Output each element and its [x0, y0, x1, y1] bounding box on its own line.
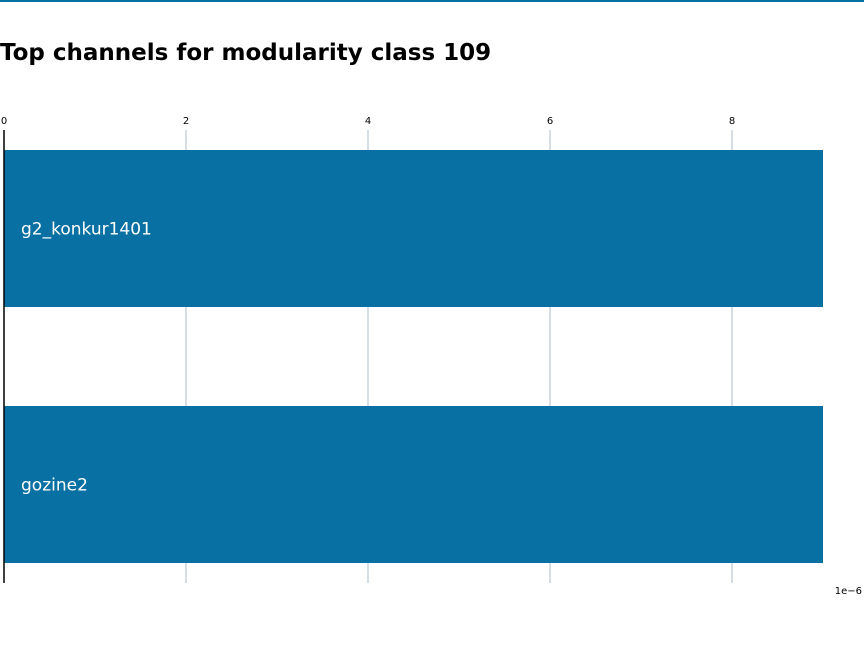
bars: [4, 150, 823, 563]
x-tick-label: 0: [1, 116, 7, 127]
bar-labels: g2_konkur1401 gozine2: [21, 220, 152, 496]
x-tick-labels: 0 2 4 6 8: [1, 116, 735, 127]
bar-label: g2_konkur1401: [21, 220, 152, 240]
bar-label: gozine2: [21, 476, 88, 496]
chart-title: Top channels for modularity class 109: [0, 40, 492, 66]
bar: [4, 406, 823, 563]
x-tick-label: 2: [183, 116, 189, 127]
x-scale-label: 1e−6: [835, 586, 862, 597]
top-accent-rule: [0, 0, 864, 2]
x-tick-label: 6: [547, 116, 553, 127]
bar: [4, 150, 823, 307]
x-tick-label: 8: [729, 116, 735, 127]
x-tick-label: 4: [365, 116, 371, 127]
